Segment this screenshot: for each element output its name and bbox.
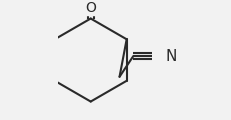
Text: N: N xyxy=(166,48,177,63)
Text: O: O xyxy=(85,1,96,15)
